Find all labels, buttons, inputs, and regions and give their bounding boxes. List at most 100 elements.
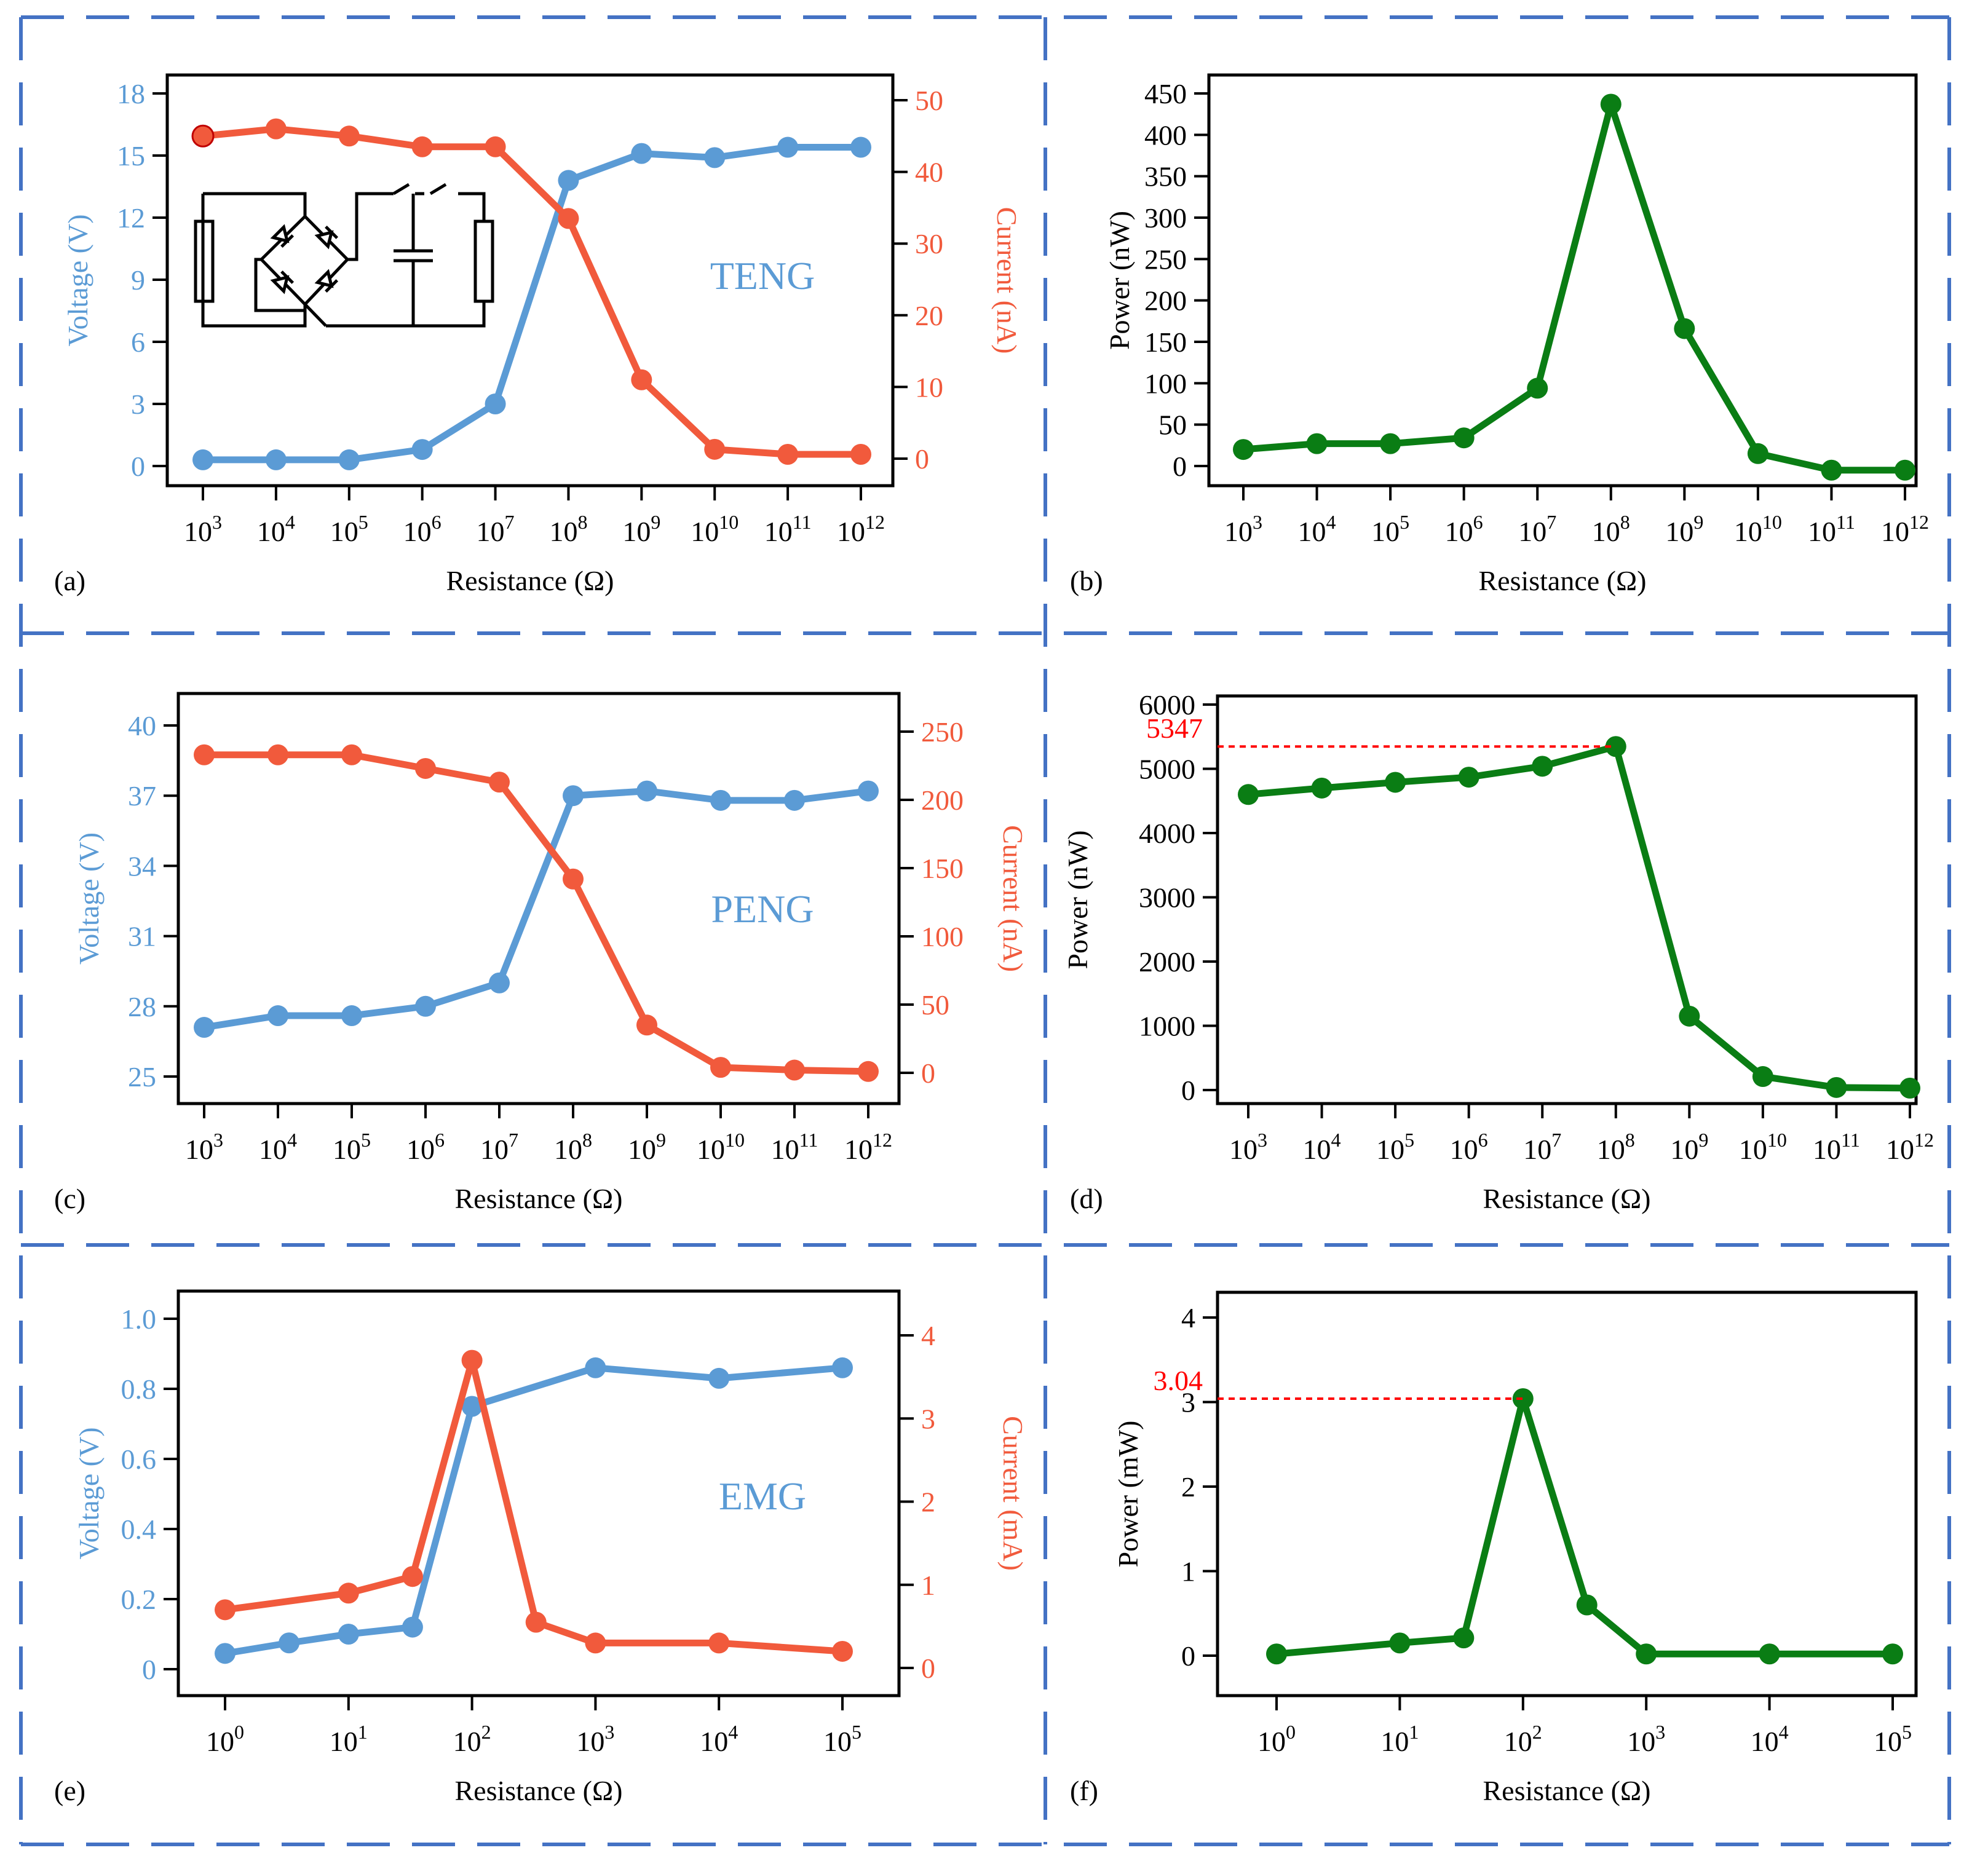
data-point <box>265 449 287 470</box>
x-tick-label: 106 <box>406 1129 445 1165</box>
x-tick-label-exponent: 10 <box>719 511 739 533</box>
x-tick-label-exponent: 3 <box>1253 511 1262 533</box>
x-tick-label: 104 <box>1751 1721 1789 1757</box>
y2-tick-label: 100 <box>921 921 964 952</box>
x-tick-label: 107 <box>480 1129 518 1165</box>
x-tick-label-exponent: 12 <box>1909 511 1929 533</box>
y-tick-label: 50 <box>1158 409 1187 441</box>
y-tick-label: 9 <box>131 264 145 296</box>
data-point <box>1306 433 1328 454</box>
circuit-wire <box>203 192 307 216</box>
data-point <box>1512 1388 1534 1409</box>
data-point <box>704 147 726 168</box>
diode-triangle <box>270 224 290 243</box>
switch-symbol <box>429 183 447 196</box>
circuit-wire <box>347 192 394 261</box>
x-tick-label: 107 <box>1523 1129 1561 1165</box>
x-tick-label-exponent: 2 <box>1532 1721 1542 1743</box>
data-point <box>832 1357 853 1378</box>
x-tick-label: 108 <box>1592 511 1630 547</box>
x-tick-label-base: 10 <box>1298 516 1326 547</box>
data-point <box>1311 777 1333 799</box>
data-point <box>1576 1594 1598 1616</box>
axes-box <box>176 1289 901 1697</box>
series-line <box>224 1357 843 1655</box>
data-point <box>194 744 215 765</box>
y2-tick-label: 0 <box>915 443 929 475</box>
x-tick-label: 105 <box>1376 1129 1414 1165</box>
x-tick-label: 1012 <box>1881 511 1929 547</box>
x-tick-label-base: 10 <box>1627 1726 1655 1757</box>
data-point <box>461 1396 483 1417</box>
x-tick-label: 1011 <box>1808 511 1855 547</box>
diode-bar <box>325 225 339 239</box>
series-line <box>1248 743 1911 1092</box>
x-tick-label: 108 <box>1597 1129 1635 1165</box>
x-tick-label: 106 <box>1450 1129 1488 1165</box>
x-tick-label-base: 10 <box>1523 1134 1551 1165</box>
x-tick-label: 104 <box>257 511 295 547</box>
x-tick-label-exponent: 1 <box>1409 1721 1419 1743</box>
x-tick-label-base: 10 <box>1303 1134 1331 1165</box>
x-tick-label-exponent: 5 <box>852 1721 861 1743</box>
x-axis-title: Resistance (Ω) <box>454 1183 622 1214</box>
x-tick-label-base: 10 <box>622 516 651 547</box>
x-tick-label-base: 10 <box>1257 1726 1286 1757</box>
x-tick-label-exponent: 9 <box>1698 1129 1708 1151</box>
x-tick-label: 108 <box>554 1129 592 1165</box>
x-tick-label-base: 10 <box>330 1726 358 1757</box>
diode-triangle <box>270 275 290 294</box>
y-tick-label: 40 <box>128 710 156 741</box>
x-tick-label: 1012 <box>1886 1129 1934 1165</box>
y-tick-label: 0.4 <box>121 1514 157 1545</box>
data-point <box>1600 93 1622 115</box>
series-line <box>1243 101 1905 474</box>
resistor-symbol <box>194 219 215 303</box>
x-tick-label-exponent: 0 <box>234 1721 244 1743</box>
data-point <box>1759 1643 1780 1665</box>
x-tick-label-exponent: 5 <box>1400 511 1409 533</box>
y-tick-label: 12 <box>117 202 145 234</box>
x-tick-label-exponent: 10 <box>725 1129 745 1151</box>
y-tick-label: 0.6 <box>121 1444 157 1475</box>
panel-letter: (c) <box>54 1183 85 1214</box>
diode-triangle <box>314 269 334 288</box>
x-tick-label: 103 <box>1229 1129 1267 1165</box>
series-line <box>203 144 861 464</box>
y-tick-label: 15 <box>117 140 145 172</box>
data-point <box>858 780 879 802</box>
data-point <box>415 757 436 779</box>
x-axis-title: Resistance (Ω) <box>1483 1183 1650 1214</box>
x-tick-label-exponent: 7 <box>1546 511 1556 533</box>
data-point <box>777 444 799 465</box>
panel-frames <box>19 15 1951 1846</box>
x-tick-label: 105 <box>333 1129 371 1165</box>
x-tick-label-exponent: 4 <box>728 1721 738 1743</box>
x-tick-label: 101 <box>330 1721 368 1757</box>
x-tick-label-exponent: 7 <box>1551 1129 1561 1151</box>
y-tick-label: 200 <box>1144 285 1187 317</box>
data-point <box>1532 756 1553 777</box>
x-tick-label-base: 10 <box>333 1134 361 1165</box>
y-tick-label: 28 <box>128 991 156 1022</box>
panel-d: 103 104 105 106 107 108 109 1010 1011 10120100020… <box>1062 689 1934 1214</box>
x-tick-label-base: 10 <box>1224 516 1253 547</box>
x-tick-label: 101 <box>1380 1721 1419 1757</box>
data-point <box>402 1616 423 1638</box>
panel-letter: (a) <box>54 565 85 596</box>
data-point <box>489 972 510 994</box>
x-tick-label: 103 <box>576 1721 614 1757</box>
y-tick-label: 0 <box>1181 1075 1195 1106</box>
data-point <box>341 1005 362 1027</box>
data-point <box>191 124 215 148</box>
y-axis-title: Power (mW) <box>1112 1421 1144 1568</box>
data-point <box>710 789 731 811</box>
device-label: PENG <box>711 887 814 931</box>
panel-letter: (f) <box>1070 1775 1098 1806</box>
series-line <box>202 125 861 458</box>
x-tick-label: 109 <box>1670 1129 1708 1165</box>
x-tick-label-exponent: 3 <box>604 1721 614 1743</box>
x-tick-label: 103 <box>1627 1721 1665 1757</box>
x-tick-label-exponent: 8 <box>1620 511 1630 533</box>
